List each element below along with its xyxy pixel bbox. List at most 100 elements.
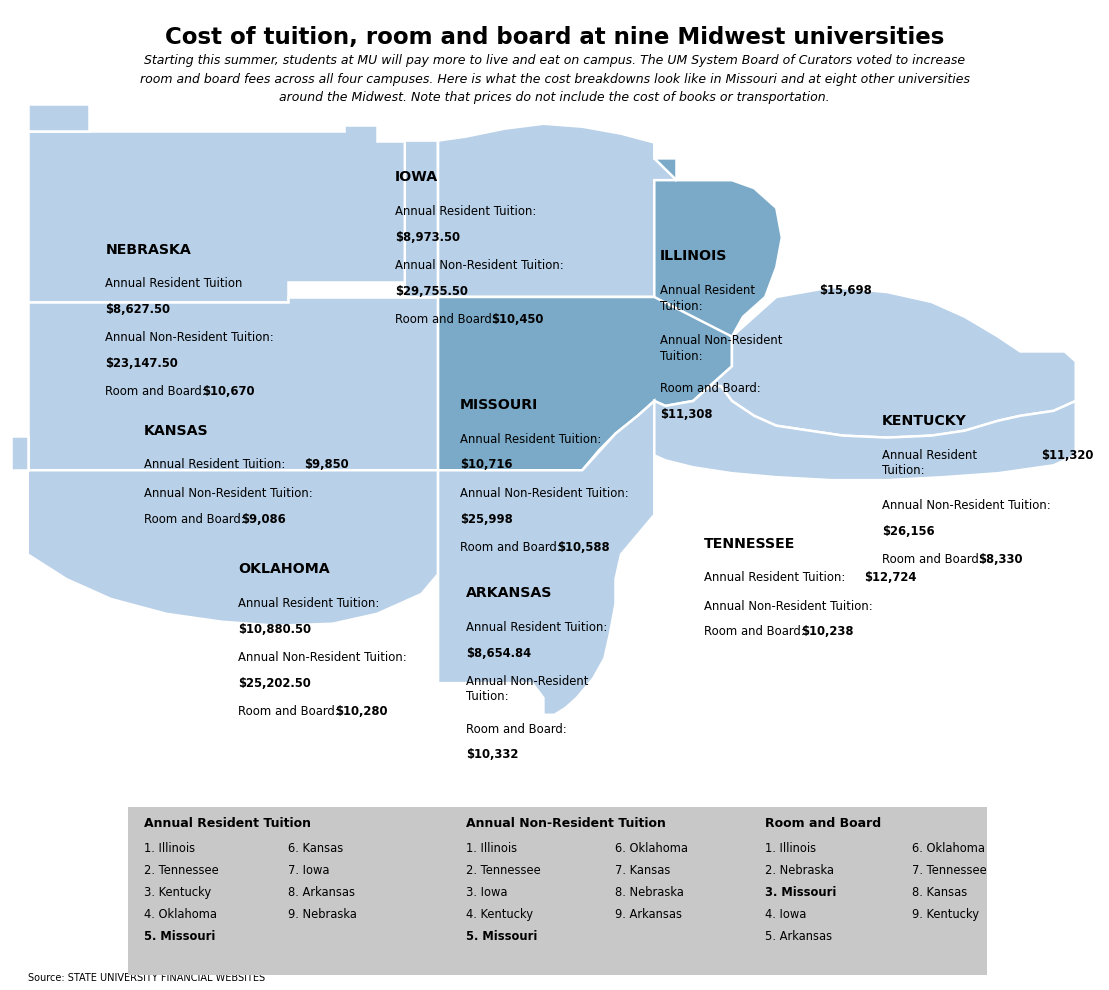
Text: Annual Non-Resident Tuition:: Annual Non-Resident Tuition:	[238, 651, 407, 664]
Text: TENNESSEE: TENNESSEE	[704, 537, 795, 550]
Text: Annual Resident Tuition: $9,850: Annual Resident Tuition: $9,850	[144, 458, 330, 471]
Polygon shape	[28, 104, 89, 131]
Text: $12,724: $12,724	[864, 571, 916, 584]
Text: Annual Resident
Tuition:: Annual Resident Tuition:	[660, 284, 755, 313]
Text: 1. Illinois: 1. Illinois	[144, 842, 195, 855]
Text: 6. Oklahoma: 6. Oklahoma	[912, 842, 985, 855]
Text: $10,332: $10,332	[466, 748, 518, 761]
Text: 4. Oklahoma: 4. Oklahoma	[144, 908, 217, 921]
Text: Annual Non-Resident Tuition:: Annual Non-Resident Tuition:	[460, 487, 629, 500]
Text: Room and Board:: Room and Board:	[466, 723, 567, 736]
Text: 4. Kentucky: 4. Kentucky	[466, 908, 532, 921]
Text: Annual Non-Resident
Tuition:: Annual Non-Resident Tuition:	[466, 675, 588, 703]
Text: $8,973.50: $8,973.50	[395, 231, 460, 244]
Text: 3. Iowa: 3. Iowa	[466, 886, 507, 899]
Text: Annual Resident Tuition: $12,724: Annual Resident Tuition: $12,724	[704, 571, 897, 584]
Text: NEBRASKA: NEBRASKA	[105, 243, 191, 256]
Text: IOWA: IOWA	[395, 170, 438, 184]
Text: 8. Arkansas: 8. Arkansas	[288, 886, 355, 899]
Text: 3. Missouri: 3. Missouri	[765, 886, 836, 899]
Text: Room and Board:: Room and Board:	[460, 541, 564, 553]
Text: 2. Nebraska: 2. Nebraska	[765, 864, 834, 877]
Text: $10,450: $10,450	[491, 313, 543, 326]
Text: 3. Kentucky: 3. Kentucky	[144, 886, 212, 899]
Text: Source: STATE UNIVERSITY FINANCIAL WEBSITES: Source: STATE UNIVERSITY FINANCIAL WEBSI…	[28, 973, 265, 983]
Text: 1. Illinois: 1. Illinois	[765, 842, 816, 855]
Polygon shape	[28, 125, 438, 302]
Text: KENTUCKY: KENTUCKY	[882, 414, 966, 428]
Text: Annual Non-Resident
Tuition:: Annual Non-Resident Tuition:	[660, 335, 782, 363]
Text: Starting this summer, students at MU will pay more to live and eat on campus. Th: Starting this summer, students at MU wil…	[140, 54, 969, 105]
Text: Room and Board:: Room and Board:	[238, 705, 343, 718]
Text: $26,156: $26,156	[882, 525, 934, 538]
Polygon shape	[654, 386, 1076, 480]
Text: Annual Non-Resident Tuition:: Annual Non-Resident Tuition:	[704, 600, 873, 613]
Text: $25,998: $25,998	[460, 513, 513, 526]
Text: Room and Board:: Room and Board:	[660, 382, 761, 395]
Text: Room and Board:: Room and Board:	[144, 513, 248, 526]
Text: 8. Nebraska: 8. Nebraska	[615, 886, 684, 899]
Text: $8,330: $8,330	[978, 552, 1022, 566]
Polygon shape	[11, 436, 28, 470]
Text: 5. Arkansas: 5. Arkansas	[765, 930, 833, 942]
Text: 7. Tennessee: 7. Tennessee	[912, 864, 986, 877]
Text: $15,698: $15,698	[820, 284, 873, 297]
Text: $25,202.50: $25,202.50	[238, 677, 312, 690]
Polygon shape	[438, 297, 732, 470]
Text: Annual Resident Tuition: Annual Resident Tuition	[144, 817, 312, 830]
Text: KANSAS: KANSAS	[144, 424, 208, 438]
Text: 1. Illinois: 1. Illinois	[466, 842, 517, 855]
Text: $10,670: $10,670	[202, 385, 254, 398]
Text: 7. Kansas: 7. Kansas	[615, 864, 671, 877]
Text: $9,850: $9,850	[304, 458, 348, 471]
Polygon shape	[28, 470, 438, 626]
Text: Annual Resident
Tuition: $15,698: Annual Resident Tuition: $15,698	[660, 284, 755, 312]
Text: $9,086: $9,086	[241, 513, 285, 526]
Text: Annual Resident Tuition:: Annual Resident Tuition:	[144, 458, 285, 471]
Text: Annual Non-Resident Tuition:: Annual Non-Resident Tuition:	[395, 259, 563, 272]
Text: 9. Nebraska: 9. Nebraska	[288, 908, 357, 921]
Text: Room and Board:: Room and Board:	[882, 552, 986, 566]
Text: 7. Iowa: 7. Iowa	[288, 864, 329, 877]
Polygon shape	[710, 287, 1076, 438]
Text: Annual Resident
Tuition:: Annual Resident Tuition:	[882, 448, 977, 477]
Polygon shape	[438, 297, 665, 475]
FancyBboxPatch shape	[128, 807, 987, 975]
Text: $10,280: $10,280	[335, 705, 387, 718]
Text: $23,147.50: $23,147.50	[105, 357, 179, 370]
Text: Room and Board:: Room and Board:	[704, 626, 808, 639]
Text: ARKANSAS: ARKANSAS	[466, 586, 552, 600]
Text: $11,320: $11,320	[1041, 448, 1093, 461]
Text: 9. Arkansas: 9. Arkansas	[615, 908, 682, 921]
Text: $8,654.84: $8,654.84	[466, 646, 531, 659]
Text: Room and Board:: Room and Board:	[105, 385, 210, 398]
Text: Room and Board:: Room and Board:	[395, 313, 499, 326]
Text: Annual Resident Tuition:: Annual Resident Tuition:	[238, 597, 379, 610]
Text: $10,880.50: $10,880.50	[238, 623, 312, 636]
Polygon shape	[438, 124, 676, 297]
Polygon shape	[438, 401, 654, 715]
Text: Annual Resident Tuition:: Annual Resident Tuition:	[460, 433, 601, 446]
Text: MISSOURI: MISSOURI	[460, 398, 539, 412]
Text: 5. Missouri: 5. Missouri	[144, 930, 215, 942]
Text: Cost of tuition, room and board at nine Midwest universities: Cost of tuition, room and board at nine …	[165, 26, 944, 49]
Text: Annual Resident
Tuition: $11,320: Annual Resident Tuition: $11,320	[882, 448, 977, 476]
Polygon shape	[405, 124, 676, 297]
Text: $11,308: $11,308	[660, 408, 712, 421]
Text: Annual Resident Tuition:: Annual Resident Tuition:	[395, 205, 536, 218]
Text: 9. Kentucky: 9. Kentucky	[912, 908, 978, 921]
Text: 5. Missouri: 5. Missouri	[466, 930, 537, 942]
Text: $8,627.50: $8,627.50	[105, 303, 171, 316]
Text: 2. Tennessee: 2. Tennessee	[144, 864, 218, 877]
Text: Annual Non-Resident Tuition:: Annual Non-Resident Tuition:	[882, 499, 1050, 512]
Text: $10,588: $10,588	[557, 541, 609, 553]
Polygon shape	[654, 158, 782, 406]
Text: $29,755.50: $29,755.50	[395, 285, 468, 298]
Text: 2. Tennessee: 2. Tennessee	[466, 864, 540, 877]
Polygon shape	[28, 297, 438, 470]
Text: ILLINOIS: ILLINOIS	[660, 249, 728, 263]
Text: Annual Resident Tuition:: Annual Resident Tuition:	[466, 621, 607, 634]
Text: Room and Board: Room and Board	[765, 817, 882, 830]
Text: Annual Resident Tuition:: Annual Resident Tuition:	[704, 571, 845, 584]
Text: Annual Non-Resident Tuition: Annual Non-Resident Tuition	[466, 817, 665, 830]
